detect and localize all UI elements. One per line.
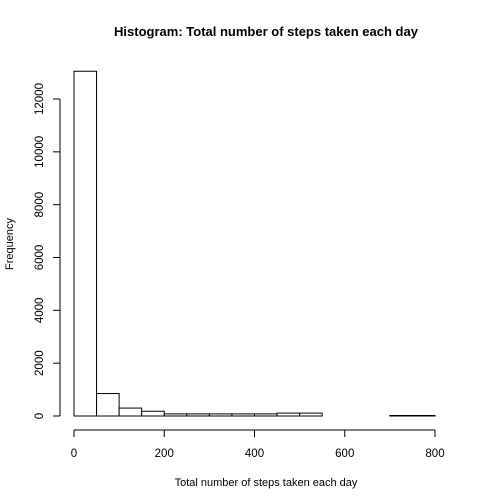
histogram-bar <box>389 414 413 417</box>
histogram-bar <box>411 414 436 417</box>
y-tick-label: 10000 <box>34 136 46 168</box>
histogram-bar <box>96 393 120 417</box>
chart-title: Histogram: Total number of steps taken e… <box>114 24 419 39</box>
y-tick-label: 6000 <box>34 245 46 271</box>
y-tick-label: 0 <box>34 413 46 419</box>
y-axis-label: Frequency <box>4 218 16 270</box>
histogram-bar <box>73 70 98 417</box>
x-tick-label: 200 <box>155 448 174 460</box>
histogram-bar <box>299 412 323 417</box>
y-tick-label: 12000 <box>34 83 46 115</box>
histogram-bar <box>186 413 210 417</box>
histogram-bar <box>254 413 278 417</box>
y-tick-label: 2000 <box>34 350 46 376</box>
histogram-bar <box>141 410 165 417</box>
histogram-bar <box>208 413 233 417</box>
x-tick-label: 0 <box>71 448 77 460</box>
histogram-bar <box>231 413 256 417</box>
y-tick-label: 8000 <box>34 192 46 218</box>
y-axis: 0 2000 4000 6000 8000 10000 12000 <box>34 83 61 419</box>
x-tick-label: 600 <box>335 448 354 460</box>
x-axis-label: Total number of steps taken each day <box>175 477 358 489</box>
histogram-bar <box>118 407 143 417</box>
bars-group <box>73 70 436 417</box>
x-tick-label: 800 <box>425 448 444 460</box>
x-tick-label: 400 <box>245 448 264 460</box>
histogram-bar <box>163 413 188 417</box>
x-axis: 0 200 400 600 800 <box>71 429 445 460</box>
histogram-bar <box>276 412 301 417</box>
y-tick-label: 4000 <box>34 298 46 324</box>
